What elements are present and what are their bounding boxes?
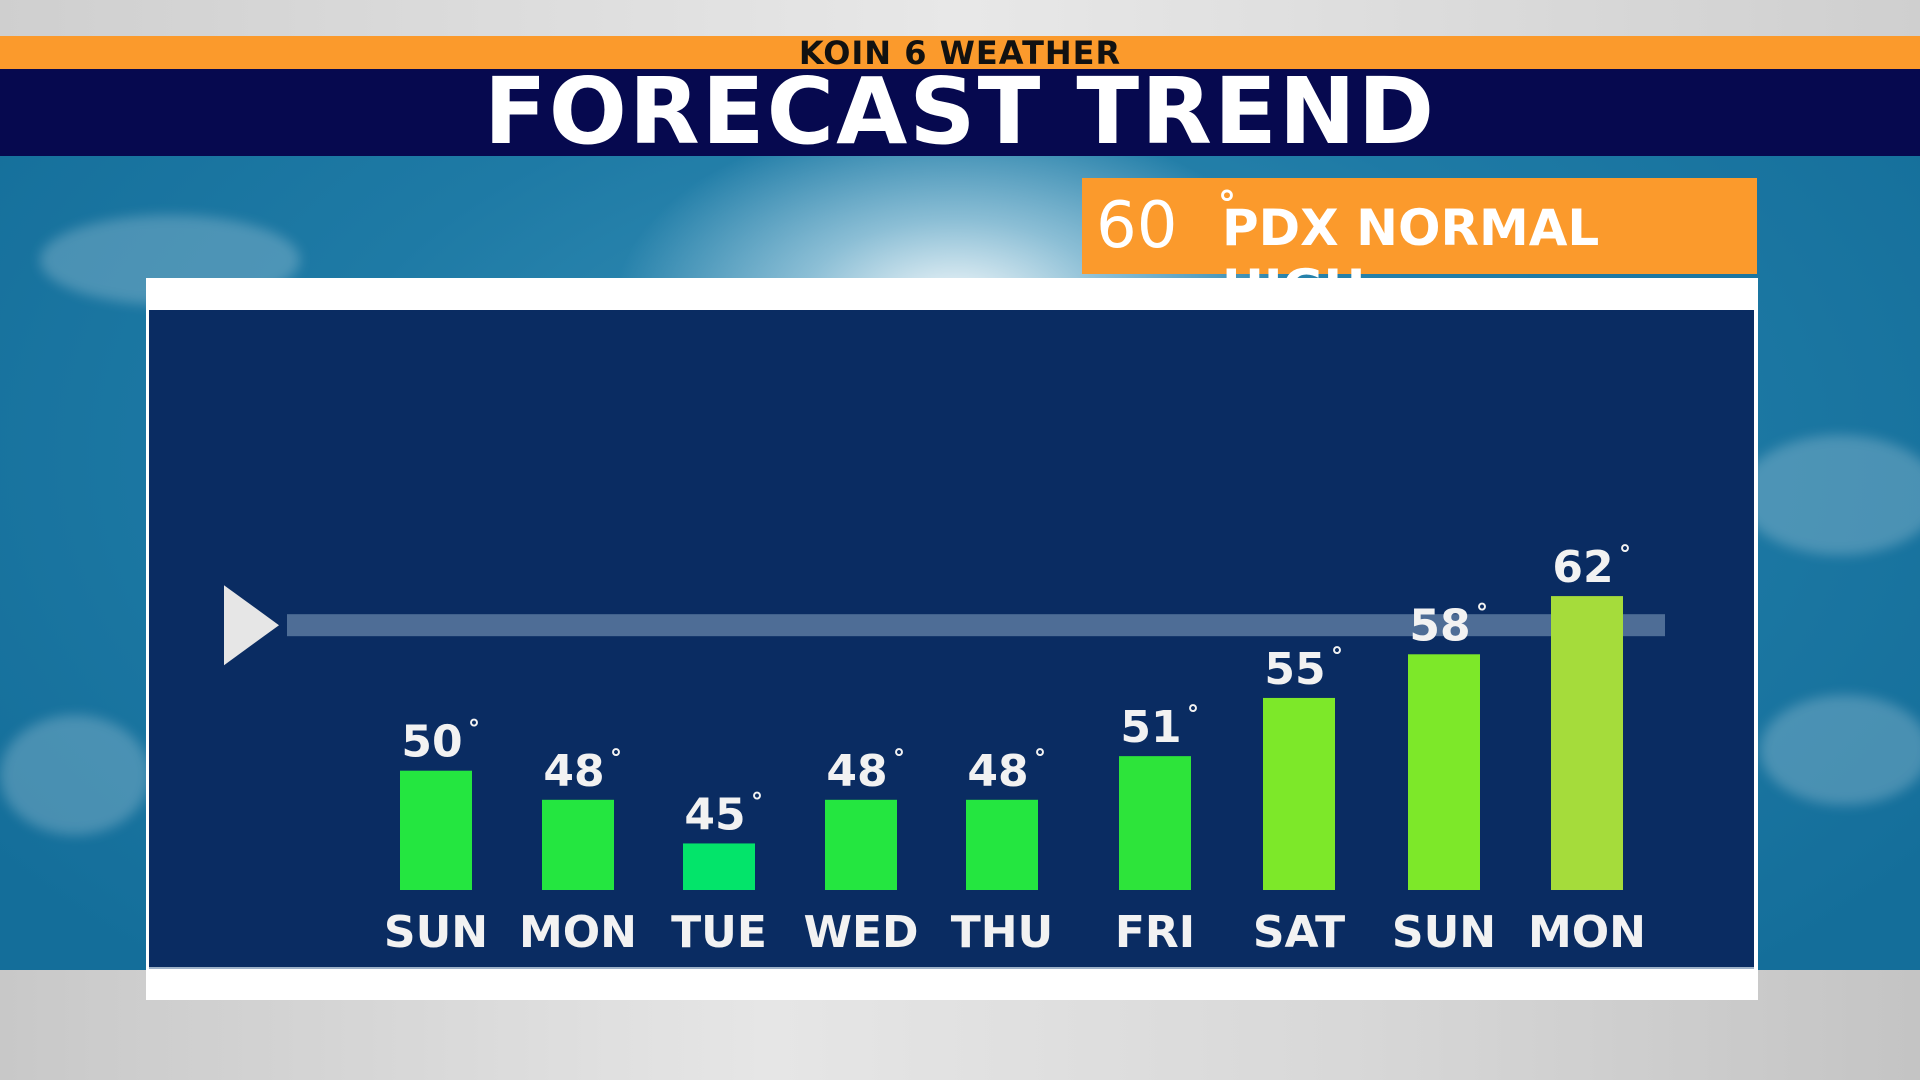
bar — [825, 799, 897, 890]
title-banner — [0, 69, 1920, 156]
day-label: SUN — [1392, 907, 1496, 958]
bar-degree-symbol: ° — [1034, 744, 1046, 772]
background-top — [0, 0, 1920, 36]
station-banner — [0, 36, 1920, 69]
day-label: MON — [519, 907, 637, 958]
normal-high-degree: ° — [1218, 184, 1236, 225]
chart-frame: 50 ° SUN 48 ° MON 45 ° TUE 48 ° WED 48 ° THU 51 ° FRI 55 ° S… — [146, 278, 1758, 1000]
normal-high-reference-line — [287, 614, 1665, 637]
bar-value-label: 62 — [1552, 542, 1613, 593]
cloud — [0, 715, 150, 835]
bar-value-label: 51 — [1120, 702, 1181, 753]
normal-high-badge: 60 ° PDX NORMAL HIGH — [1082, 178, 1757, 317]
bar-value-label: 58 — [1409, 600, 1470, 651]
day-label: THU — [951, 907, 1054, 958]
day-label: SUN — [384, 907, 488, 958]
bar — [1551, 596, 1623, 890]
bar-degree-symbol: ° — [1476, 598, 1488, 626]
day-label: FRI — [1115, 907, 1195, 958]
day-label: MON — [1528, 907, 1646, 958]
normal-high-value: 60 — [1096, 189, 1178, 263]
bar-value-label: 55 — [1264, 644, 1325, 695]
cloud — [1760, 695, 1920, 805]
bar — [1408, 654, 1480, 890]
bar — [542, 799, 614, 890]
day-label: SAT — [1253, 907, 1345, 958]
station-name: KOIN 6 WEATHER — [798, 34, 1122, 72]
bar — [1119, 756, 1191, 890]
cloud — [1740, 435, 1920, 555]
bar — [400, 770, 472, 890]
bar-value-label: 48 — [543, 746, 604, 797]
day-label: WED — [803, 907, 918, 958]
bar-degree-symbol: ° — [1331, 642, 1343, 670]
bar-degree-symbol: ° — [468, 715, 480, 743]
bar — [683, 843, 755, 890]
bar-value-label: 50 — [401, 717, 462, 768]
bar-value-label: 48 — [826, 746, 887, 797]
bar-value-label: 45 — [684, 789, 745, 840]
bar-degree-symbol: ° — [610, 744, 622, 772]
chart-panel: 50 ° SUN 48 ° MON 45 ° TUE 48 ° WED 48 ° THU 51 ° FRI 55 ° S… — [149, 310, 1754, 969]
day-label: TUE — [671, 907, 767, 958]
bar-degree-symbol: ° — [893, 744, 905, 772]
bar — [966, 799, 1038, 890]
bar-degree-symbol: ° — [1619, 540, 1631, 568]
bar — [1263, 697, 1335, 890]
reference-marker-arrow — [224, 585, 279, 666]
page-title: FORECAST TREND — [483, 58, 1437, 165]
bar-degree-symbol: ° — [751, 787, 763, 815]
bar-value-label: 48 — [967, 746, 1028, 797]
bar-degree-symbol: ° — [1187, 700, 1199, 728]
